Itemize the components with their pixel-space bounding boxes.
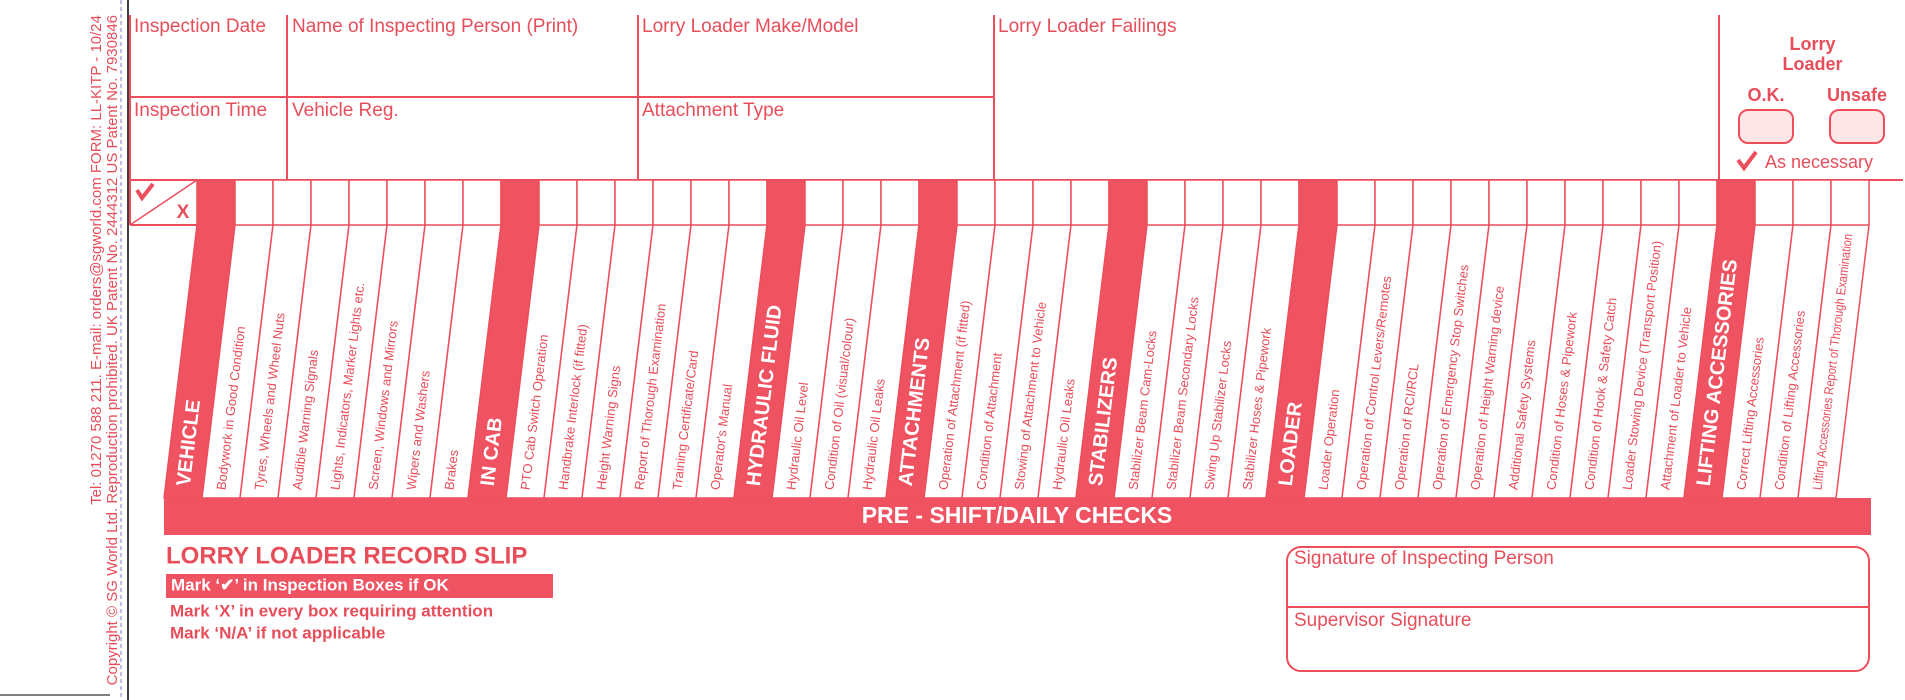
field-label: Attachment Type: [642, 100, 784, 121]
item-label: Brakes: [441, 448, 461, 490]
instruction: Mark ‘N/A’ if not applicable: [170, 623, 385, 642]
band-title: PRE - SHIFT/DAILY CHECKS: [862, 502, 1173, 528]
unsafe-label: Unsafe: [1827, 85, 1887, 105]
instruction: Mark ‘X’ in every box requiring attentio…: [170, 601, 493, 620]
field-label: Lorry Loader Failings: [998, 16, 1176, 37]
check-columns: VEHICLE Bodywork in Good Condition Tyres, …: [163, 179, 1870, 499]
status-title-box: Lorry Loader: [1782, 34, 1843, 74]
tick-icon: [1736, 150, 1758, 172]
field-label: Name of Inspecting Person (Print): [292, 16, 578, 37]
field-label: Lorry Loader Make/Model: [642, 16, 859, 37]
slip-title: LORRY LOADER RECORD SLIP: [166, 542, 527, 569]
checks-band: [164, 498, 1871, 535]
status-note: As necessary: [1765, 152, 1873, 172]
field-label: Inspection Date: [134, 16, 266, 37]
status-title: Lorry Loader: [1782, 34, 1843, 74]
signature-label: Signature of Inspecting Person: [1294, 548, 1554, 569]
side-text: Copyright © SG World Ltd. Reproduction p…: [104, 15, 121, 685]
signature-label: Supervisor Signature: [1294, 610, 1471, 631]
ok-label: O.K.: [1747, 85, 1784, 105]
corner-mark: X: [177, 202, 190, 223]
signature-box: [1286, 546, 1870, 672]
field-label: Inspection Time: [134, 100, 267, 121]
field-label: Vehicle Reg.: [292, 100, 399, 121]
unsafe-box: [1829, 109, 1885, 144]
side-text: Tel: 01270 588 211. E-mail: orders@sgwor…: [88, 15, 105, 505]
instruction: Mark ‘✔’ in Inspection Boxes if OK: [171, 575, 450, 594]
ok-box: [1738, 109, 1794, 144]
tick-icon: [135, 182, 155, 202]
instruction-bar: [166, 574, 553, 598]
